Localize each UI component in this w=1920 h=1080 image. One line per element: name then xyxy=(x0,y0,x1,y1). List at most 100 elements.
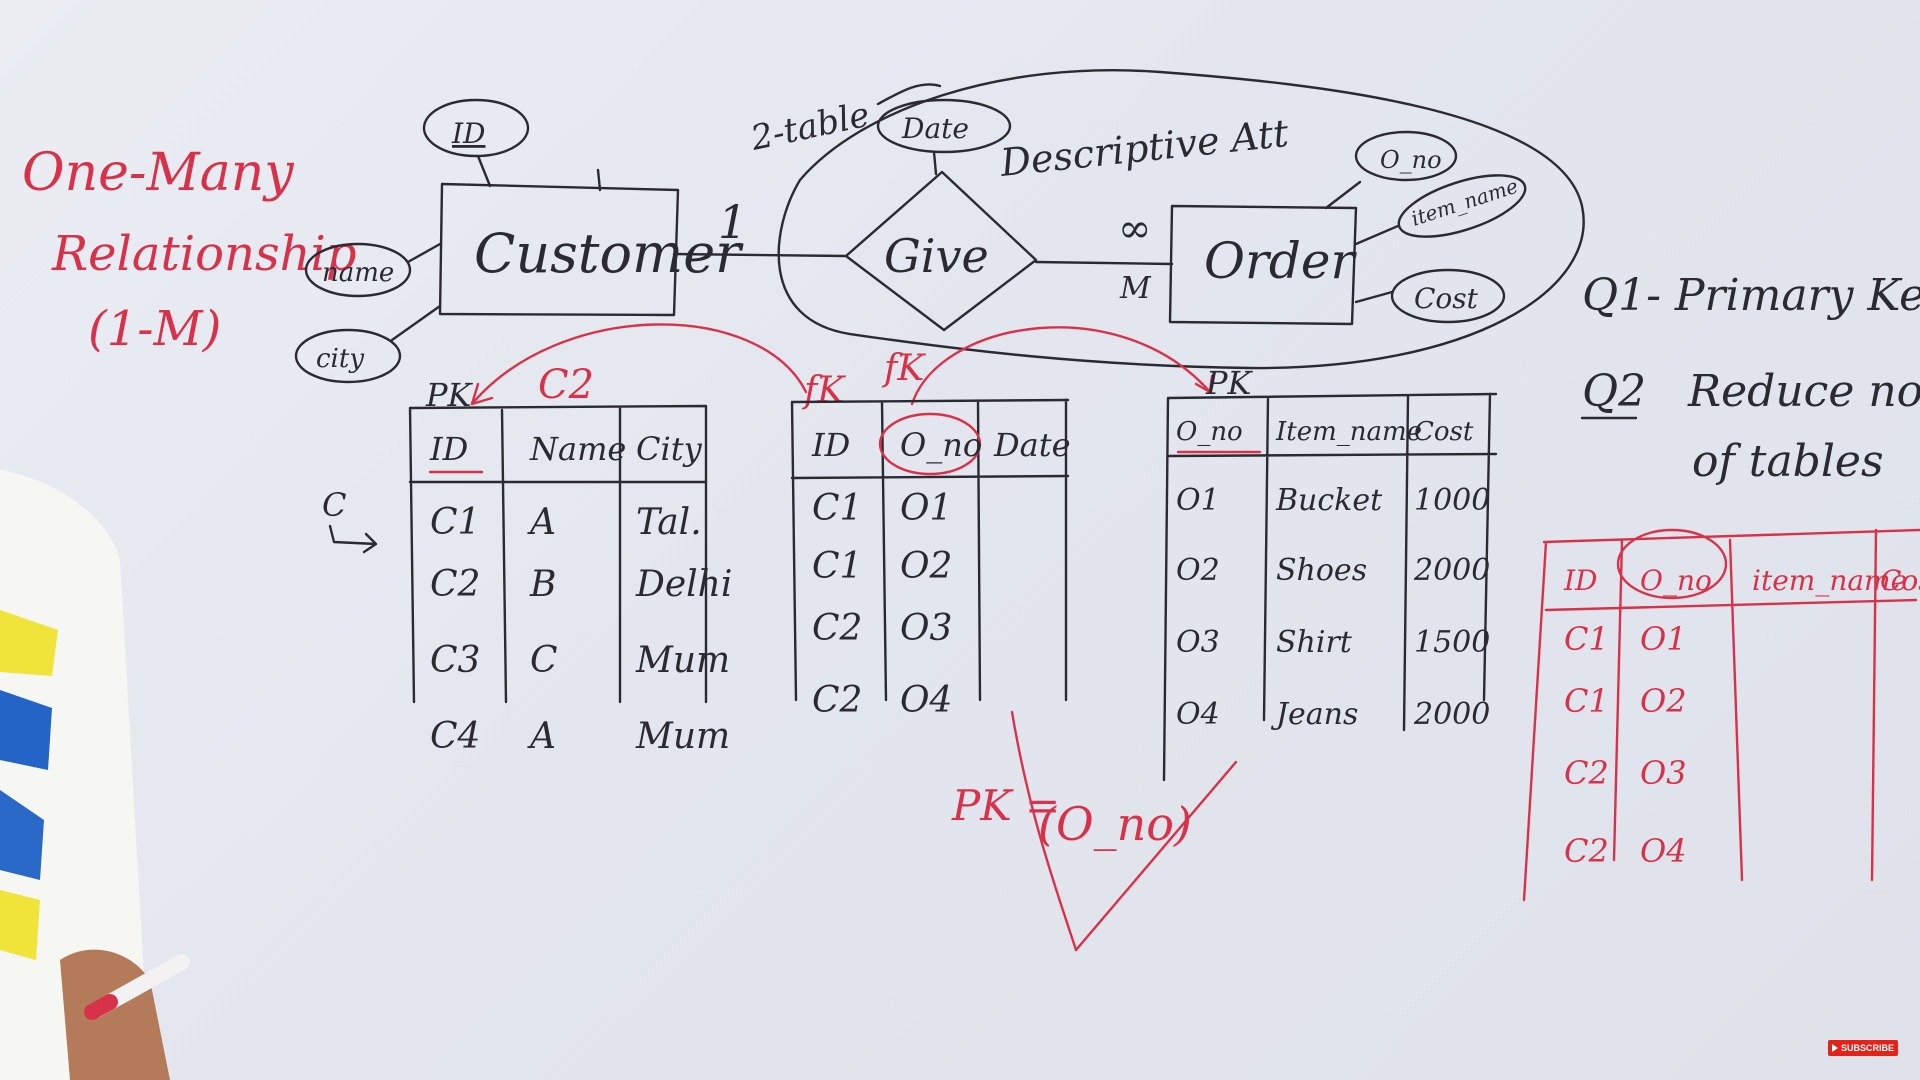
table_reduced-cell-3-1: O4 xyxy=(1640,832,1687,870)
fk-arrows xyxy=(470,323,1214,406)
questions: Q1- Primary Key Q2 Reduce no of tables xyxy=(1580,270,1920,487)
relationship-give: Give 1 ∞ M Date xyxy=(672,83,1174,332)
table_order-header-1: Item_name xyxy=(1275,417,1422,447)
table_give-cell-0-0: C1 xyxy=(812,488,862,529)
table_reduced-cell-0-0: C1 xyxy=(1564,620,1609,658)
table_give-cell-0-1: O1 xyxy=(900,488,952,529)
play-icon xyxy=(1831,1044,1838,1052)
table_give-cell-2-0: C2 xyxy=(812,608,862,649)
subscribe-label: SUBSCRIBE xyxy=(1840,1043,1894,1053)
cardinality-infinity: ∞ xyxy=(1118,206,1151,252)
attr-cost-ellipse xyxy=(1390,268,1506,324)
table_reduced-cell-3-0: C2 xyxy=(1564,832,1609,870)
relationship-label: Give xyxy=(884,229,989,283)
table_customer-cell-2-2: Mum xyxy=(635,640,730,681)
table_give-header-0: ID xyxy=(811,426,850,464)
label-c-arrow: C xyxy=(322,486,346,524)
table_order-cell-2-2: 1500 xyxy=(1414,625,1490,660)
table_customer-cell-1-1: B xyxy=(529,564,556,605)
table_reduced-header-1: O_no xyxy=(1640,564,1712,597)
table_reduced-cell-2-0: C2 xyxy=(1564,754,1609,792)
table_order-header-0: O_no xyxy=(1176,417,1243,447)
table_give-cell-3-1: O4 xyxy=(900,680,952,721)
entity-customer: Customer xyxy=(438,168,744,317)
table_give-cell-2-1: O3 xyxy=(900,608,952,649)
attr-city-ellipse xyxy=(294,328,402,384)
table_reduced-header-0: ID xyxy=(1563,564,1598,597)
table_reduced-header-3: Cos xyxy=(1880,564,1920,597)
ono-highlight xyxy=(878,412,982,476)
cardinality-m: M xyxy=(1119,271,1152,306)
cardinality-one: 1 xyxy=(718,195,747,249)
table_order-cell-2-0: O3 xyxy=(1176,625,1220,660)
presenter xyxy=(0,470,190,1080)
table_reduced-cell-1-1: O2 xyxy=(1640,682,1687,720)
pk-eq-value: (O_no) xyxy=(1038,797,1192,851)
table_order-cell-1-0: O2 xyxy=(1176,553,1220,588)
table_customer-cell-0-0: C1 xyxy=(430,502,480,543)
label-fk-2: fK xyxy=(881,348,926,389)
table_reduced-header-2: item_name xyxy=(1752,564,1907,597)
heading-line2: Relationship xyxy=(51,226,357,282)
table_give-cell-1-1: O2 xyxy=(900,546,952,587)
table-give: ID O_no Date C1 O1 C1 O2 C2 O3 C2 O4 xyxy=(790,398,1071,721)
table_customer-cell-0-2: Tal. xyxy=(636,502,702,543)
heading: One-Many Relationship (1-M) xyxy=(22,143,357,357)
attr-id-label: ID xyxy=(451,117,486,150)
label-fk-1: fK xyxy=(801,370,846,411)
label-pk-order: PK xyxy=(1205,364,1254,402)
customer-attributes: ID name city xyxy=(294,98,530,384)
question-2-line1: Reduce no xyxy=(1687,366,1920,417)
pk-note: PK = (O_no) xyxy=(951,710,1238,952)
table_customer-cell-3-0: C4 xyxy=(430,716,480,757)
heading-line1: One-Many xyxy=(22,143,294,203)
table_order-cell-0-0: O1 xyxy=(1176,483,1220,518)
attr-name-label: name xyxy=(322,258,394,288)
reduced-ono-highlight xyxy=(1616,528,1728,600)
attr-ono-ellipse xyxy=(1354,130,1458,182)
table_give-cell-3-0: C2 xyxy=(812,680,862,721)
attr-ono-label: O_no xyxy=(1380,146,1442,174)
attr-itemname-ellipse xyxy=(1397,174,1527,238)
table_customer-cell-3-2: Mum xyxy=(635,716,730,757)
table_give-cell-1-0: C1 xyxy=(812,546,862,587)
attr-id-ellipse xyxy=(422,98,530,158)
table_reduced-cell-1-0: C1 xyxy=(1564,682,1609,720)
order-attributes: O_no item_name Cost xyxy=(1324,130,1527,324)
table_reduced-cell-2-1: O3 xyxy=(1640,754,1687,792)
question-1: Q1- Primary Key xyxy=(1582,270,1920,321)
entity-order: Order xyxy=(1168,204,1357,326)
table_customer-header-0: ID xyxy=(429,430,468,468)
attr-cost-label: Cost xyxy=(1414,282,1479,315)
table-customer: ID Name City C1 A Tal. C2 B Delhi C3 C Mum C4 A Mum xyxy=(408,404,732,757)
table_give-header-2: Date xyxy=(993,426,1071,464)
note-two-table: 2-table xyxy=(747,95,874,159)
table_customer-cell-2-0: C3 xyxy=(430,640,480,681)
table_order-cell-3-0: O4 xyxy=(1176,697,1220,732)
attr-date-ellipse xyxy=(876,98,1012,154)
table_customer-header-1: Name xyxy=(529,430,626,468)
pk-eq-label: PK = xyxy=(951,781,1060,830)
entity-order-label: Order xyxy=(1204,232,1357,290)
table_order-cell-3-1: Jeans xyxy=(1270,697,1358,732)
attr-itemname-label: item_name xyxy=(1408,174,1521,231)
table_order-cell-1-2: 2000 xyxy=(1413,553,1490,588)
table_order-cell-0-1: Bucket xyxy=(1275,483,1383,518)
table_order-header-2: Cost xyxy=(1414,417,1474,447)
attr-date-label: Date xyxy=(901,112,969,145)
attr-city-label: city xyxy=(316,344,364,374)
table_customer-cell-3-1: A xyxy=(527,716,556,757)
table_order-cell-1-1: Shoes xyxy=(1276,553,1367,588)
attr-name-ellipse xyxy=(304,242,412,298)
table_customer-cell-1-0: C2 xyxy=(430,564,480,605)
question-2-label: Q2 xyxy=(1582,366,1646,417)
table_reduced-cell-0-1: O1 xyxy=(1640,620,1687,658)
table_order-cell-3-2: 2000 xyxy=(1413,697,1490,732)
subscribe-button[interactable]: SUBSCRIBE xyxy=(1828,1040,1898,1056)
table_customer-cell-1-2: Delhi xyxy=(635,564,732,605)
question-2-line2: of tables xyxy=(1692,436,1884,487)
note-descriptive: Descriptive Att xyxy=(997,111,1291,185)
